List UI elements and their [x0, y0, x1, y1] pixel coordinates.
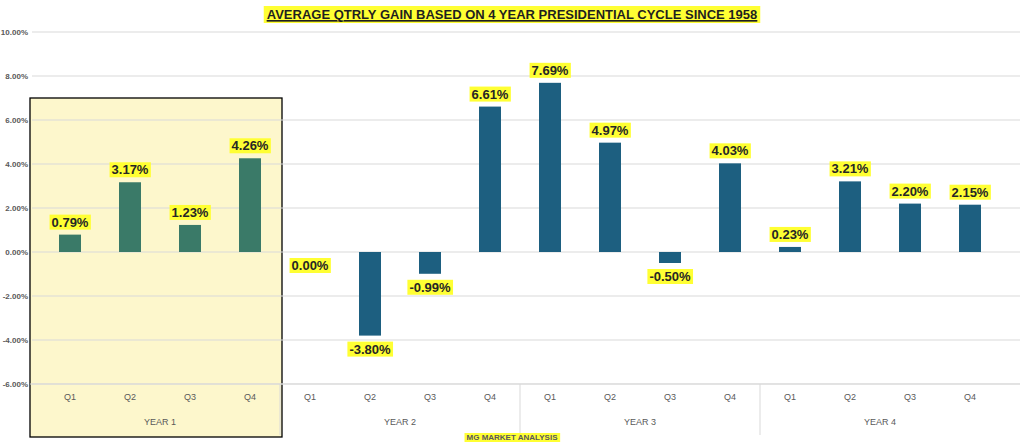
- grid-line: [32, 32, 1020, 33]
- data-label: 6.61%: [472, 87, 509, 102]
- data-label-bg: [50, 215, 91, 230]
- y-tick-label: -6.00%: [3, 380, 28, 389]
- bar: [539, 83, 561, 252]
- data-label-bg: [530, 63, 571, 78]
- data-label: 0.00%: [292, 258, 329, 273]
- data-label: 2.15%: [952, 185, 989, 200]
- x-tick-label: Q3: [184, 392, 196, 402]
- data-label-bg: [590, 123, 631, 138]
- bar: [779, 247, 801, 252]
- bar: [659, 252, 681, 263]
- data-label: 1.23%: [172, 205, 209, 220]
- data-label-bg: [407, 280, 453, 295]
- data-label-bg: [710, 143, 751, 158]
- y-tick-label: 2.00%: [5, 204, 28, 213]
- x-tick-label: Q3: [664, 392, 676, 402]
- grid-line: [32, 120, 1020, 121]
- title-bg: [264, 6, 761, 23]
- bars: [59, 83, 981, 336]
- y-tick-label: -2.00%: [3, 292, 28, 301]
- bar: [479, 107, 501, 252]
- data-label-bg: [830, 161, 871, 176]
- annotation: MG MARKET ANALYSIS: [467, 433, 559, 442]
- bar: [359, 252, 381, 336]
- bar: [239, 158, 261, 252]
- x-tick-label: Q1: [304, 392, 316, 402]
- grid-line: [32, 340, 1020, 341]
- y-tick-label: 10.00%: [1, 28, 28, 37]
- bar: [59, 235, 81, 252]
- x-tick-label: Q4: [244, 392, 256, 402]
- data-label: -0.99%: [409, 280, 451, 295]
- y-tick-label: 4.00%: [5, 160, 28, 169]
- x-group-label: YEAR 2: [384, 417, 416, 427]
- data-label: 3.21%: [832, 161, 869, 176]
- data-label-bg: [770, 227, 811, 242]
- data-label-bg: [110, 162, 151, 177]
- x-tick-label: Q2: [844, 392, 856, 402]
- x-tick-label: Q4: [484, 392, 496, 402]
- bar: [839, 181, 861, 252]
- bar: [299, 252, 321, 253]
- x-tick-label: Q3: [424, 392, 436, 402]
- grid-line: [32, 76, 1020, 77]
- bar: [599, 143, 621, 252]
- x-group-label: YEAR 1: [144, 417, 176, 427]
- group-separator: [280, 384, 281, 435]
- bar: [959, 205, 981, 252]
- x-group-label: YEAR 4: [864, 417, 896, 427]
- data-label: 2.20%: [892, 184, 929, 199]
- bar: [899, 204, 921, 252]
- data-label: 4.26%: [232, 138, 269, 153]
- x-group-label: YEAR 3: [624, 417, 656, 427]
- data-label-bg: [290, 258, 331, 273]
- data-label: 7.69%: [532, 63, 569, 78]
- chart: -6.00% -4.00% -2.00% 0.00% 2.00% 4.00% 6.00% 8.…: [0, 0, 1024, 447]
- highlight-box: [30, 98, 282, 437]
- x-tick-label: Q1: [544, 392, 556, 402]
- data-label-bg: [230, 138, 271, 153]
- x-tick-label: Q2: [604, 392, 616, 402]
- y-tick-label: -4.00%: [3, 336, 28, 345]
- data-label-bg: [470, 87, 511, 102]
- x-tick-label: Q2: [124, 392, 136, 402]
- bar: [119, 182, 141, 252]
- data-label: 4.03%: [712, 143, 749, 158]
- bar: [419, 252, 441, 274]
- x-tick-label: Q3: [904, 392, 916, 402]
- data-label-bg: [647, 269, 693, 284]
- data-label: -0.50%: [649, 269, 691, 284]
- data-label-bg: [347, 342, 393, 357]
- data-label-bg: [170, 205, 211, 220]
- data-label: 4.97%: [592, 123, 629, 138]
- bar: [179, 225, 201, 252]
- data-label: -3.80%: [349, 342, 391, 357]
- data-label: 0.79%: [52, 215, 89, 230]
- grid-line: [32, 296, 1020, 297]
- group-separator: [520, 384, 521, 435]
- x-tick-label: Q4: [724, 392, 736, 402]
- y-tick-label: 8.00%: [5, 72, 28, 81]
- data-label-bg: [890, 184, 931, 199]
- y-tick-label: 0.00%: [5, 248, 28, 257]
- x-tick-label: Q4: [964, 392, 976, 402]
- grid-line: [32, 164, 1020, 165]
- data-label: 0.23%: [772, 227, 809, 242]
- x-tick-label: Q1: [784, 392, 796, 402]
- y-tick-label: 6.00%: [5, 116, 28, 125]
- title: AVERAGE QTRLY GAIN BASED ON 4 YEAR PRESI…: [267, 7, 758, 22]
- annotation-bg: [465, 433, 561, 442]
- group-separator: [760, 384, 761, 435]
- data-label-bg: [950, 185, 991, 200]
- x-axis-line: [30, 384, 1020, 385]
- title-underline: [267, 21, 758, 22]
- x-tick-label: Q2: [364, 392, 376, 402]
- bar: [719, 163, 741, 252]
- x-tick-label: Q1: [64, 392, 76, 402]
- data-label: 3.17%: [112, 162, 149, 177]
